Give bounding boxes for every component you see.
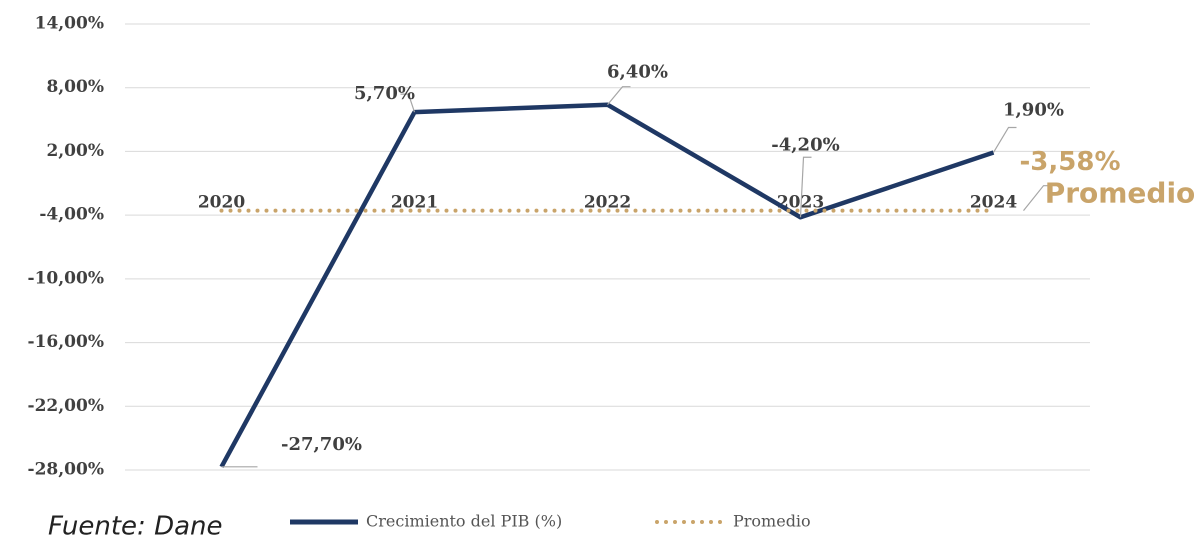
y-tick-label: -16,00% — [28, 332, 104, 352]
x-tick-label: 2021 — [391, 193, 438, 213]
leader-line — [400, 93, 416, 113]
x-tick-label: 2022 — [584, 193, 631, 213]
y-tick-label: -10,00% — [28, 268, 104, 288]
data-label: 1,90% — [1003, 99, 1064, 120]
data-label: -4,20% — [771, 134, 839, 155]
y-tick-label: -28,00% — [28, 460, 104, 480]
legend-label: Crecimiento del PIB (%) — [366, 512, 562, 531]
leader-line — [799, 156, 812, 218]
y-tick-label: -4,00% — [39, 205, 104, 225]
y-tick-label: 2,00% — [46, 141, 104, 161]
y-tick-label: 8,00% — [46, 77, 104, 97]
legend-label: Promedio — [733, 512, 811, 531]
source: Fuente: Dane — [48, 512, 223, 540]
leader-line — [607, 86, 631, 106]
average-value: -3,58% — [1020, 147, 1121, 177]
data-line — [219, 102, 995, 468]
data-label: 6,40% — [607, 62, 668, 83]
leader-line — [1023, 185, 1049, 212]
leader-line — [992, 126, 1017, 153]
x-tick-label: 2020 — [198, 193, 245, 213]
x-tick-label: 2024 — [970, 193, 1017, 213]
x-tick-label: 2023 — [777, 193, 824, 213]
y-tick-label: 14,00% — [35, 14, 104, 34]
average-text: Promedio — [1045, 177, 1196, 210]
data-label: -27,70% — [281, 434, 362, 455]
y-tick-label: -22,00% — [28, 396, 104, 416]
data-label: 5,70% — [354, 83, 415, 104]
